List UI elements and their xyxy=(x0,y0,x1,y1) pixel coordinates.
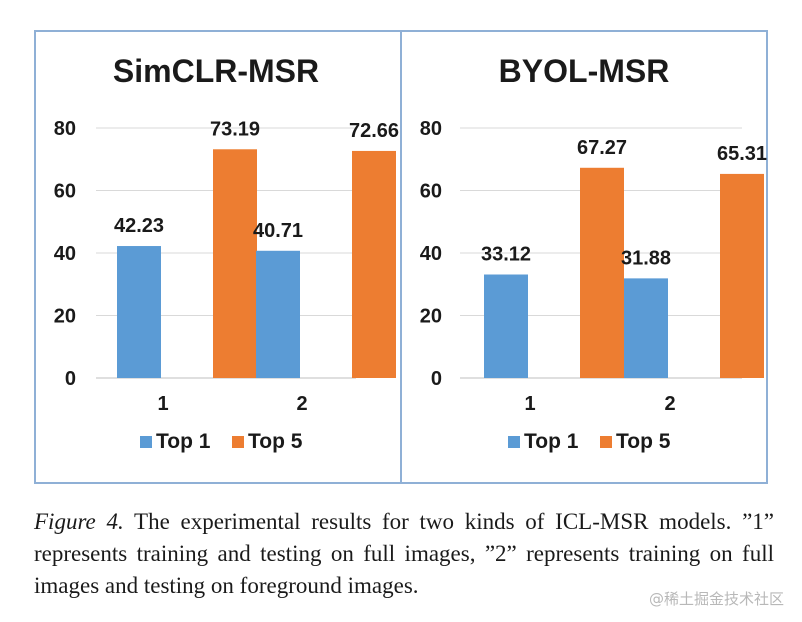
y-tick-label: 80 xyxy=(420,118,442,140)
x-tick-label: 1 xyxy=(157,393,168,415)
legend-label: Top 5 xyxy=(248,430,303,453)
y-tick-label: 60 xyxy=(420,181,442,203)
y-tick-label: 0 xyxy=(431,368,442,390)
caption-label: Figure 4. xyxy=(34,509,124,534)
bar-charts: SimCLR-MSR020406080142.2373.19240.7172.6… xyxy=(54,53,767,453)
data-label: 65.31 xyxy=(717,143,767,165)
chart-title: SimCLR-MSR xyxy=(113,53,319,89)
legend-swatch xyxy=(232,436,244,448)
bar-top5 xyxy=(580,167,624,378)
bar-top5 xyxy=(213,149,257,378)
panel-divider xyxy=(400,30,402,484)
chart-title: BYOL-MSR xyxy=(499,53,670,89)
caption-text: The experimental results for two kinds o… xyxy=(34,509,774,598)
legend-label: Top 5 xyxy=(616,430,671,453)
x-tick-label: 2 xyxy=(296,393,307,415)
y-tick-label: 20 xyxy=(420,306,442,328)
legend-swatch xyxy=(600,436,612,448)
legend-swatch xyxy=(508,436,520,448)
bar-top1 xyxy=(484,274,528,378)
bar-top1 xyxy=(117,246,161,378)
y-tick-label: 80 xyxy=(54,118,76,140)
bar-top1 xyxy=(256,250,300,378)
y-tick-label: 60 xyxy=(54,181,76,203)
y-tick-label: 40 xyxy=(54,243,76,265)
bar-top5 xyxy=(720,173,764,378)
x-tick-label: 2 xyxy=(664,393,675,415)
watermark: @稀土掘金技术社区 xyxy=(648,590,784,608)
y-tick-label: 20 xyxy=(54,306,76,328)
data-label: 40.71 xyxy=(253,220,303,242)
legend-label: Top 1 xyxy=(156,430,211,453)
data-label: 67.27 xyxy=(577,137,627,159)
bar-top1 xyxy=(624,278,668,378)
legend-label: Top 1 xyxy=(524,430,579,453)
data-label: 33.12 xyxy=(481,244,531,266)
data-label: 72.66 xyxy=(349,120,399,142)
y-tick-label: 40 xyxy=(420,243,442,265)
legend-swatch xyxy=(140,436,152,448)
data-label: 73.19 xyxy=(210,118,260,140)
figure-caption: Figure 4. The experimental results for t… xyxy=(34,506,774,602)
x-tick-label: 1 xyxy=(524,393,535,415)
data-label: 31.88 xyxy=(621,247,671,269)
data-label: 42.23 xyxy=(114,215,164,237)
y-tick-label: 0 xyxy=(65,368,76,390)
bar-top5 xyxy=(352,150,396,378)
